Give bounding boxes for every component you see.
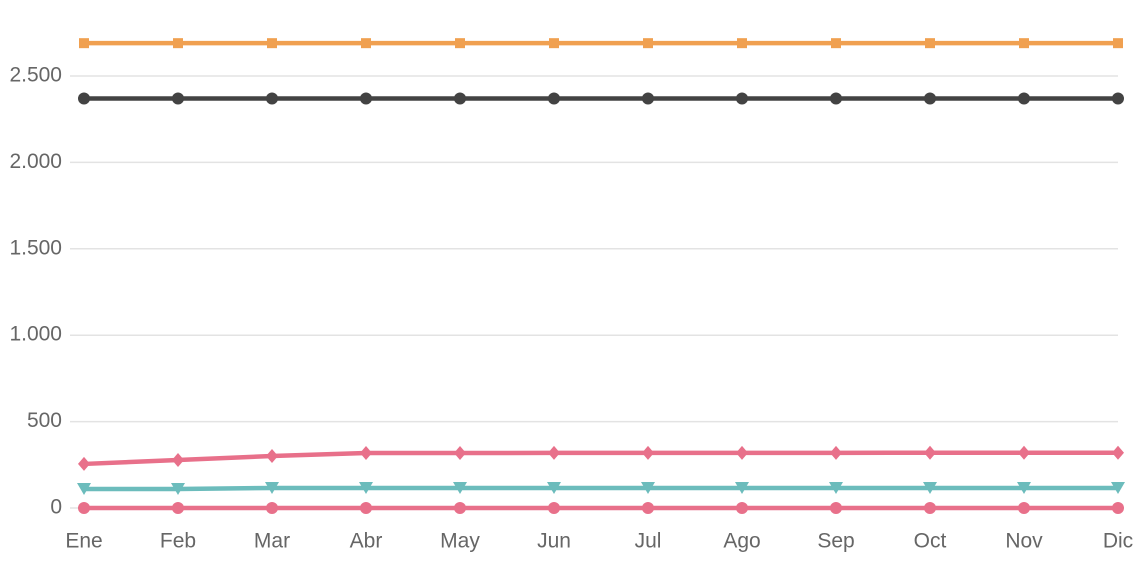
marker xyxy=(171,482,185,495)
x-tick-label: Dic xyxy=(1103,530,1133,553)
marker xyxy=(1017,481,1031,494)
x-tick-label: Mar xyxy=(254,530,290,553)
marker xyxy=(924,502,936,514)
marker xyxy=(455,38,465,49)
marker xyxy=(360,502,372,514)
y-tick-label: 500 xyxy=(27,409,62,432)
marker xyxy=(77,482,91,495)
marker xyxy=(454,502,466,514)
x-tick-label: Feb xyxy=(160,530,196,553)
marker xyxy=(1111,481,1125,494)
marker xyxy=(830,445,842,460)
marker xyxy=(642,502,654,514)
marker xyxy=(1018,92,1030,105)
marker xyxy=(642,92,654,105)
marker xyxy=(172,452,184,467)
marker xyxy=(1112,92,1124,105)
marker xyxy=(266,502,278,514)
marker xyxy=(924,92,936,105)
marker xyxy=(1112,502,1124,514)
marker xyxy=(78,92,90,105)
marker xyxy=(924,445,936,460)
x-tick-label: Ago xyxy=(723,530,760,553)
marker xyxy=(736,445,748,460)
marker xyxy=(360,92,372,105)
marker xyxy=(78,502,90,514)
marker xyxy=(78,456,90,471)
marker xyxy=(1113,38,1123,49)
x-tick-label: Jun xyxy=(537,530,571,553)
x-tick-label: Sep xyxy=(817,530,854,553)
marker xyxy=(831,38,841,49)
marker xyxy=(1018,445,1030,460)
marker xyxy=(361,38,371,49)
series-line xyxy=(83,450,1118,467)
y-tick-label: 1.500 xyxy=(9,236,62,259)
marker xyxy=(454,446,466,461)
marker xyxy=(172,92,184,105)
x-tick-label: Nov xyxy=(1005,530,1043,553)
marker xyxy=(736,502,748,514)
y-tick-label: 1.000 xyxy=(9,323,62,346)
y-tick-label: 2.500 xyxy=(9,64,62,87)
marker xyxy=(1018,502,1030,514)
marker xyxy=(453,481,467,494)
marker xyxy=(736,92,748,105)
marker xyxy=(547,481,561,494)
marker xyxy=(923,481,937,494)
marker xyxy=(548,445,560,460)
marker xyxy=(830,502,842,514)
marker xyxy=(643,38,653,49)
marker xyxy=(173,38,183,49)
marker xyxy=(265,481,279,494)
marker xyxy=(359,481,373,494)
marker xyxy=(454,92,466,105)
x-tick-label: Jul xyxy=(635,530,662,553)
x-tick-label: Ene xyxy=(65,530,102,553)
marker xyxy=(549,38,559,49)
marker xyxy=(548,92,560,105)
marker xyxy=(925,38,935,49)
marker xyxy=(360,446,372,461)
marker xyxy=(266,448,278,463)
series-line xyxy=(84,485,1118,492)
marker xyxy=(641,481,655,494)
marker xyxy=(829,481,843,494)
x-tick-label: Oct xyxy=(914,530,947,553)
x-tick-label: Abr xyxy=(350,530,383,553)
marker xyxy=(172,502,184,514)
marker xyxy=(1112,445,1124,460)
marker xyxy=(737,38,747,49)
x-tick-label: May xyxy=(440,530,480,553)
marker xyxy=(830,92,842,105)
marker xyxy=(735,481,749,494)
y-tick-label: 0 xyxy=(50,496,62,519)
marker xyxy=(642,445,654,460)
y-tick-label: 2.000 xyxy=(9,150,62,173)
marker xyxy=(1019,38,1029,49)
marker xyxy=(79,38,89,49)
marker xyxy=(266,92,278,105)
marker xyxy=(267,38,277,49)
marker xyxy=(548,502,560,514)
